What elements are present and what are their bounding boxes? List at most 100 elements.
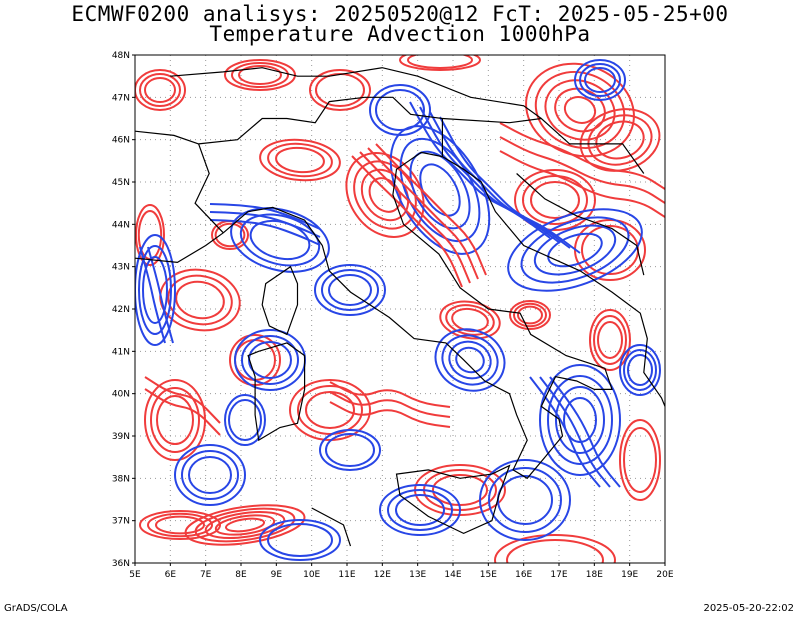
contour-line [329, 401, 451, 428]
contour-line [142, 256, 168, 324]
contour-line [595, 120, 645, 160]
contour-line [554, 87, 606, 133]
contour-line [494, 534, 616, 563]
contour-line [517, 305, 543, 325]
contour-line [499, 150, 665, 218]
lon-tick-label: 12E [374, 570, 391, 580]
software-credit: GrADS/COLA [4, 603, 68, 614]
contour-line [574, 59, 626, 101]
contour-line [139, 510, 221, 540]
contour-line [138, 245, 172, 335]
contour-line [445, 304, 495, 336]
contour-line [584, 67, 616, 93]
contour-line [544, 79, 616, 141]
north-border [170, 67, 542, 119]
contour-line [230, 207, 330, 273]
contour-line [379, 484, 461, 536]
contour-line [139, 73, 181, 107]
lat-tick-label: 39N [112, 432, 130, 442]
contour-line [188, 456, 232, 494]
slovenia-croatia-border [442, 117, 645, 174]
contour-line [587, 114, 653, 166]
contour-line [441, 334, 499, 386]
contour-line [399, 55, 481, 71]
contour-line [181, 450, 239, 500]
contour-line [319, 429, 381, 471]
contour-line [359, 151, 471, 284]
lon-tick-label: 15E [480, 570, 497, 580]
contour-line [597, 321, 623, 359]
contour-line [139, 246, 166, 344]
contour-line [529, 376, 601, 488]
contour-line [214, 514, 276, 536]
contour-line [506, 539, 604, 563]
lat-tick-label: 40N [112, 390, 130, 400]
contour-line [509, 300, 551, 330]
contour-line [479, 459, 571, 541]
contour-line [520, 216, 630, 284]
contour-line [547, 375, 613, 465]
lon-tick-label: 19E [621, 570, 638, 580]
lat-tick-label: 43N [112, 263, 130, 273]
contour-line [539, 376, 611, 488]
contour-line [351, 155, 463, 288]
contour-line [267, 142, 333, 178]
contour-line [407, 55, 473, 69]
lon-tick-label: 20E [656, 570, 673, 580]
contour-line [259, 138, 341, 182]
lat-tick-label: 37N [112, 517, 130, 527]
lat-tick-label: 46N [112, 136, 130, 146]
contour-line [135, 234, 176, 346]
lat-axis: 36N 37N 38N 39N 40N 41N 42N 43N 44N 45N 46N 47N 48N [112, 51, 135, 569]
contour-line [204, 511, 286, 539]
chart-subtitle: Temperature Advection 1000hPa [209, 22, 591, 46]
contour-line [369, 84, 431, 136]
lat-tick-label: 44N [112, 220, 130, 230]
contour-line [209, 211, 321, 238]
contour-line [367, 147, 479, 280]
italy-coastline [222, 151, 613, 480]
contour-line [328, 274, 372, 306]
lon-tick-label: 11E [338, 570, 355, 580]
contour-line [135, 69, 186, 111]
contour-line [144, 388, 221, 436]
contour-line [547, 232, 603, 268]
contour-layer [135, 55, 665, 563]
lat-tick-label: 47N [112, 93, 130, 103]
contour-line [439, 116, 581, 254]
contour-line [375, 143, 487, 276]
contour-line [175, 280, 225, 320]
sardinia-coast [247, 342, 306, 442]
bosnia-border [516, 173, 645, 276]
lon-tick-label: 5E [129, 570, 141, 580]
contour-line [144, 376, 221, 424]
lon-tick-label: 13E [409, 570, 426, 580]
contour-line [563, 96, 597, 124]
coastline-layer [135, 67, 665, 547]
contour-line [231, 62, 289, 88]
contour-line [147, 246, 174, 344]
lon-tick-label: 6E [165, 570, 177, 580]
contour-line [514, 169, 596, 231]
contour-line [534, 71, 626, 149]
contour-line [314, 264, 386, 316]
contour-line [589, 309, 631, 371]
contour-line [155, 515, 205, 535]
tunisia-coast [311, 507, 352, 547]
contour-line [174, 444, 246, 506]
contour-line [448, 340, 492, 380]
contour-line [488, 467, 562, 533]
contour-line [345, 152, 425, 238]
contour-line [224, 394, 266, 446]
contour-line [267, 523, 333, 557]
contour-line [353, 160, 417, 230]
lat-tick-label: 45N [112, 178, 130, 188]
contour-line [395, 494, 445, 526]
contour-line [619, 419, 661, 501]
alps-border-north [198, 96, 443, 157]
alps-border-west [194, 143, 224, 234]
contour-line [455, 346, 485, 374]
contour-line [451, 307, 489, 333]
contour-line [228, 399, 262, 441]
